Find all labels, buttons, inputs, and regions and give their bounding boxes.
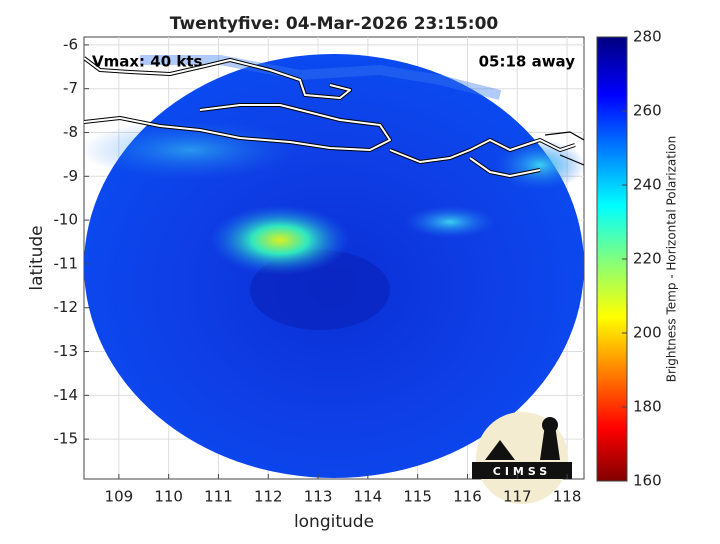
- x-tick-label: 112: [254, 488, 283, 506]
- colorbar-tick-label: 200: [633, 324, 662, 342]
- y-tick-label: -7: [63, 79, 78, 97]
- swath-image: [84, 54, 584, 478]
- colorbar-tick-label: 240: [633, 176, 662, 194]
- y-tick-label: -10: [54, 211, 79, 229]
- x-tick-label: 114: [354, 488, 383, 506]
- x-tick-label: 116: [453, 488, 482, 506]
- y-tick-label: -9: [63, 167, 78, 185]
- x-tick-label: 109: [105, 488, 134, 506]
- y-tick-label: -8: [63, 123, 78, 141]
- annotation: Vmax: 40 kts: [92, 53, 202, 71]
- chart-title: Twentyfive: 04-Mar-2026 23:15:00: [170, 14, 499, 34]
- y-axis-label: latitude: [27, 225, 47, 290]
- y-tick-label: -11: [54, 254, 79, 272]
- x-tick-label: 111: [204, 488, 233, 506]
- x-tick-label: 115: [403, 488, 432, 506]
- logo: CIMSS: [472, 412, 572, 504]
- colorbar-tick-label: 220: [633, 250, 662, 268]
- annotation: 05:18 away: [479, 53, 576, 71]
- colorbar-tick-label: 160: [633, 472, 662, 490]
- y-tick-label: -6: [63, 35, 78, 53]
- x-tick-label: 110: [154, 488, 183, 506]
- colorbar-tick-label: 180: [633, 398, 662, 416]
- x-axis-label: longitude: [294, 512, 374, 532]
- x-tick-label: 118: [553, 488, 582, 506]
- x-tick-label: 117: [503, 488, 532, 506]
- colorbar-label: Brightness Temp - Horizontal Polarizatio…: [665, 136, 679, 383]
- y-tick-label: -12: [54, 298, 79, 316]
- colorbar-tick-label: 280: [633, 28, 662, 46]
- x-tick-label: 113: [304, 488, 333, 506]
- coastline: [84, 56, 584, 178]
- logo-text: CIMSS: [493, 465, 551, 478]
- y-tick-label: -14: [54, 386, 79, 404]
- colorbar-tick-label: 260: [633, 102, 662, 120]
- y-tick-label: -13: [54, 342, 79, 360]
- y-tick-label: -15: [54, 430, 79, 448]
